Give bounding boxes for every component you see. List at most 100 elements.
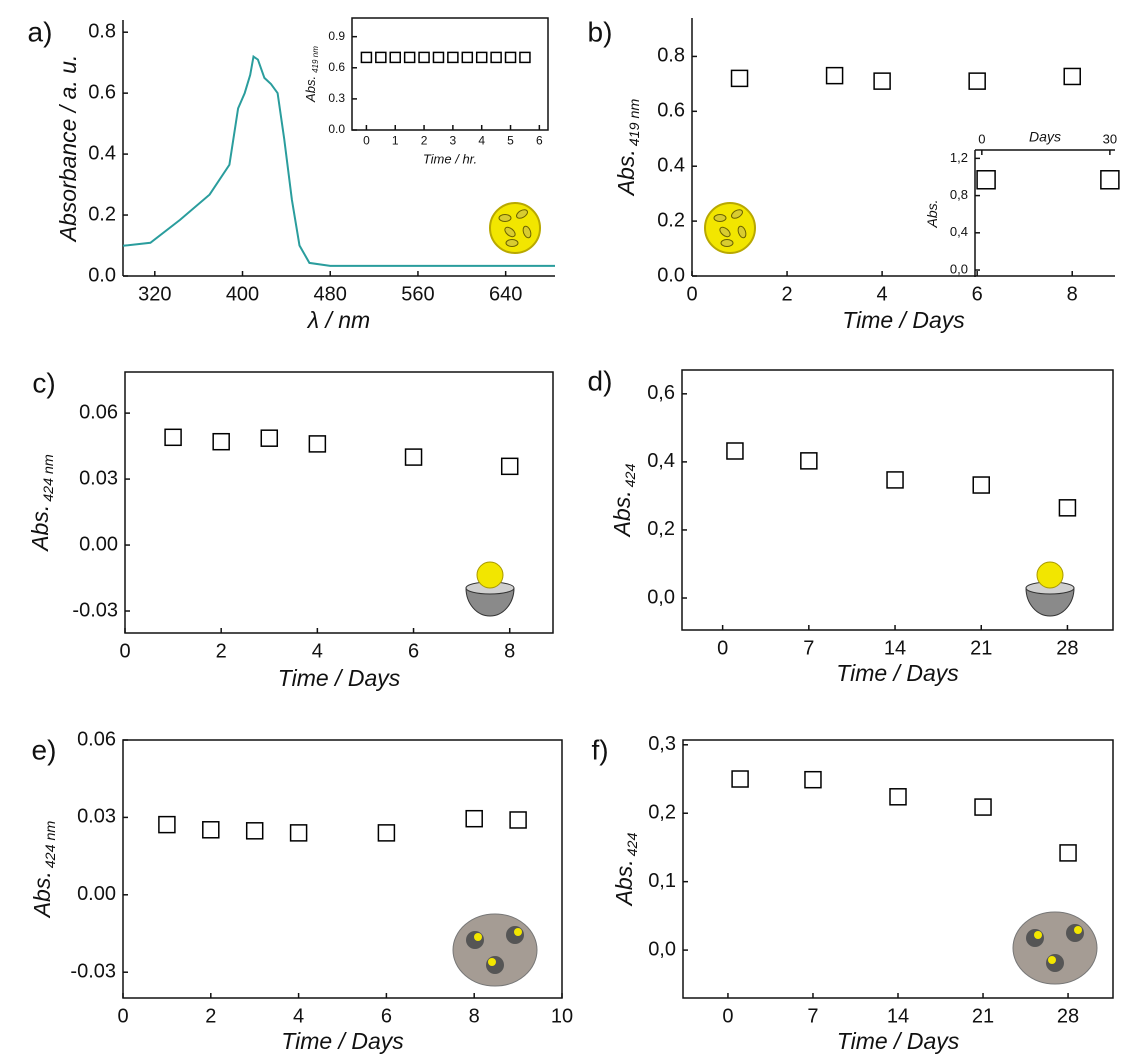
marker (731, 770, 749, 788)
x-tick-label: 6 (972, 283, 983, 305)
marker (972, 476, 990, 494)
y-tick-label: 0.9 (328, 29, 345, 43)
y-axis-label-sub: 419 nm (311, 46, 320, 73)
plot-frame (122, 739, 563, 999)
marker (447, 51, 459, 64)
y-axis-label: Abs. 424 nm (29, 821, 59, 920)
y-tick-label: 0,6 (647, 382, 675, 404)
marker (404, 448, 423, 466)
plot-frame (351, 17, 549, 131)
marker (730, 69, 749, 88)
y-tick-label: 0,3 (648, 733, 676, 755)
marker (164, 428, 182, 447)
marker (726, 442, 744, 460)
x-tick-label: 0 (363, 134, 370, 148)
x-tick-label: 8 (504, 640, 515, 662)
x-tick-label: 4 (478, 134, 485, 148)
x-tick-label: 14 (887, 1005, 909, 1027)
x-tick-label: 30 (1103, 132, 1117, 147)
marker (245, 822, 264, 840)
x-axis-label: Time / Days (836, 660, 959, 686)
x-tick-label: 0 (717, 637, 728, 659)
spectrum-line (122, 54, 555, 267)
x-tick-label: 480 (314, 283, 347, 305)
icon-bowl-d (1025, 561, 1075, 617)
y-axis-label-sub: 424 (623, 464, 639, 488)
x-tick-label: 7 (807, 1005, 818, 1027)
marker (289, 824, 308, 842)
y-axis-label: Abs. 419 nm (303, 46, 320, 103)
marker (504, 51, 517, 64)
marker (475, 51, 488, 64)
y-tick-label: 0.4 (88, 142, 116, 164)
marker (1059, 844, 1077, 862)
y-tick-label: 0.6 (657, 100, 685, 122)
marker (1058, 499, 1077, 517)
x-tick-label: 2 (421, 134, 428, 148)
marker (418, 51, 430, 64)
y-axis-label-sub: 424 nm (43, 821, 59, 869)
y-tick-label: 0.4 (657, 154, 685, 176)
marker (212, 432, 230, 451)
marker (825, 66, 844, 85)
x-axis-label: Time / Days (842, 307, 965, 333)
panel-label: e) (32, 734, 57, 765)
y-tick-label: 0.00 (77, 883, 116, 905)
y-tick-label: 0.2 (88, 203, 116, 225)
y-tick-label: 0,8 (950, 187, 968, 202)
y-tick-label: 0.06 (79, 401, 118, 423)
y-axis-label-sub: 424 nm (41, 454, 57, 502)
y-axis-label: Abs. 424 (609, 464, 639, 539)
y-tick-label: 0,1 (648, 870, 676, 892)
x-tick-label: 4 (312, 640, 323, 662)
x-tick-label: 2 (781, 283, 792, 305)
y-axis-label-main: Abs. (611, 859, 637, 907)
y-tick-label: 0,2 (647, 518, 675, 540)
marker (375, 51, 387, 64)
y-tick-label: 0,2 (648, 802, 676, 824)
y-tick-label: -0.03 (70, 960, 116, 982)
marker (968, 72, 986, 90)
marker (490, 51, 502, 64)
marker (389, 51, 401, 64)
panel-label: a) (28, 16, 53, 47)
panel-label: b) (588, 16, 613, 47)
y-axis-label-main: Abs. (613, 149, 639, 197)
marker (461, 51, 474, 64)
marker (202, 821, 220, 839)
marker (800, 452, 818, 470)
x-axis-label: Days (1029, 129, 1061, 145)
marker (432, 51, 445, 64)
x-tick-label: 21 (970, 637, 992, 659)
y-tick-label: 0,4 (647, 450, 675, 472)
x-tick-label: 6 (381, 1005, 392, 1027)
y-tick-label: 0.8 (88, 20, 116, 42)
x-axis-label: λ / nm (306, 307, 370, 333)
y-tick-label: 0,4 (950, 224, 968, 239)
x-tick-label: 28 (1057, 1005, 1079, 1027)
marker (260, 429, 279, 447)
y-tick-label: 0.0 (657, 264, 685, 286)
x-tick-label: 3 (450, 134, 457, 148)
plot-frame (124, 371, 554, 634)
x-tick-label: 21 (972, 1005, 994, 1027)
x-tick-label: 0 (686, 283, 697, 305)
y-tick-label: 0,0 (950, 261, 968, 276)
panel-label: c) (32, 367, 55, 398)
marker (976, 170, 996, 190)
y-tick-label: 1,2 (950, 150, 968, 165)
y-tick-label: 0.06 (77, 728, 116, 750)
y-axis-label: Abs. 424 nm (27, 454, 57, 553)
icon-bowl-c (465, 561, 515, 617)
marker (974, 798, 992, 816)
panel-label: d) (588, 365, 613, 396)
x-axis-label: Time / hr. (423, 151, 477, 166)
x-tick-label: 8 (469, 1005, 480, 1027)
y-tick-label: 0.8 (657, 45, 685, 67)
y-tick-label: 0.6 (88, 81, 116, 103)
y-tick-label: 0,0 (648, 938, 676, 960)
x-tick-label: 0 (722, 1005, 733, 1027)
y-axis-label-sub: 419 nm (627, 99, 643, 147)
x-tick-label: 14 (884, 637, 906, 659)
